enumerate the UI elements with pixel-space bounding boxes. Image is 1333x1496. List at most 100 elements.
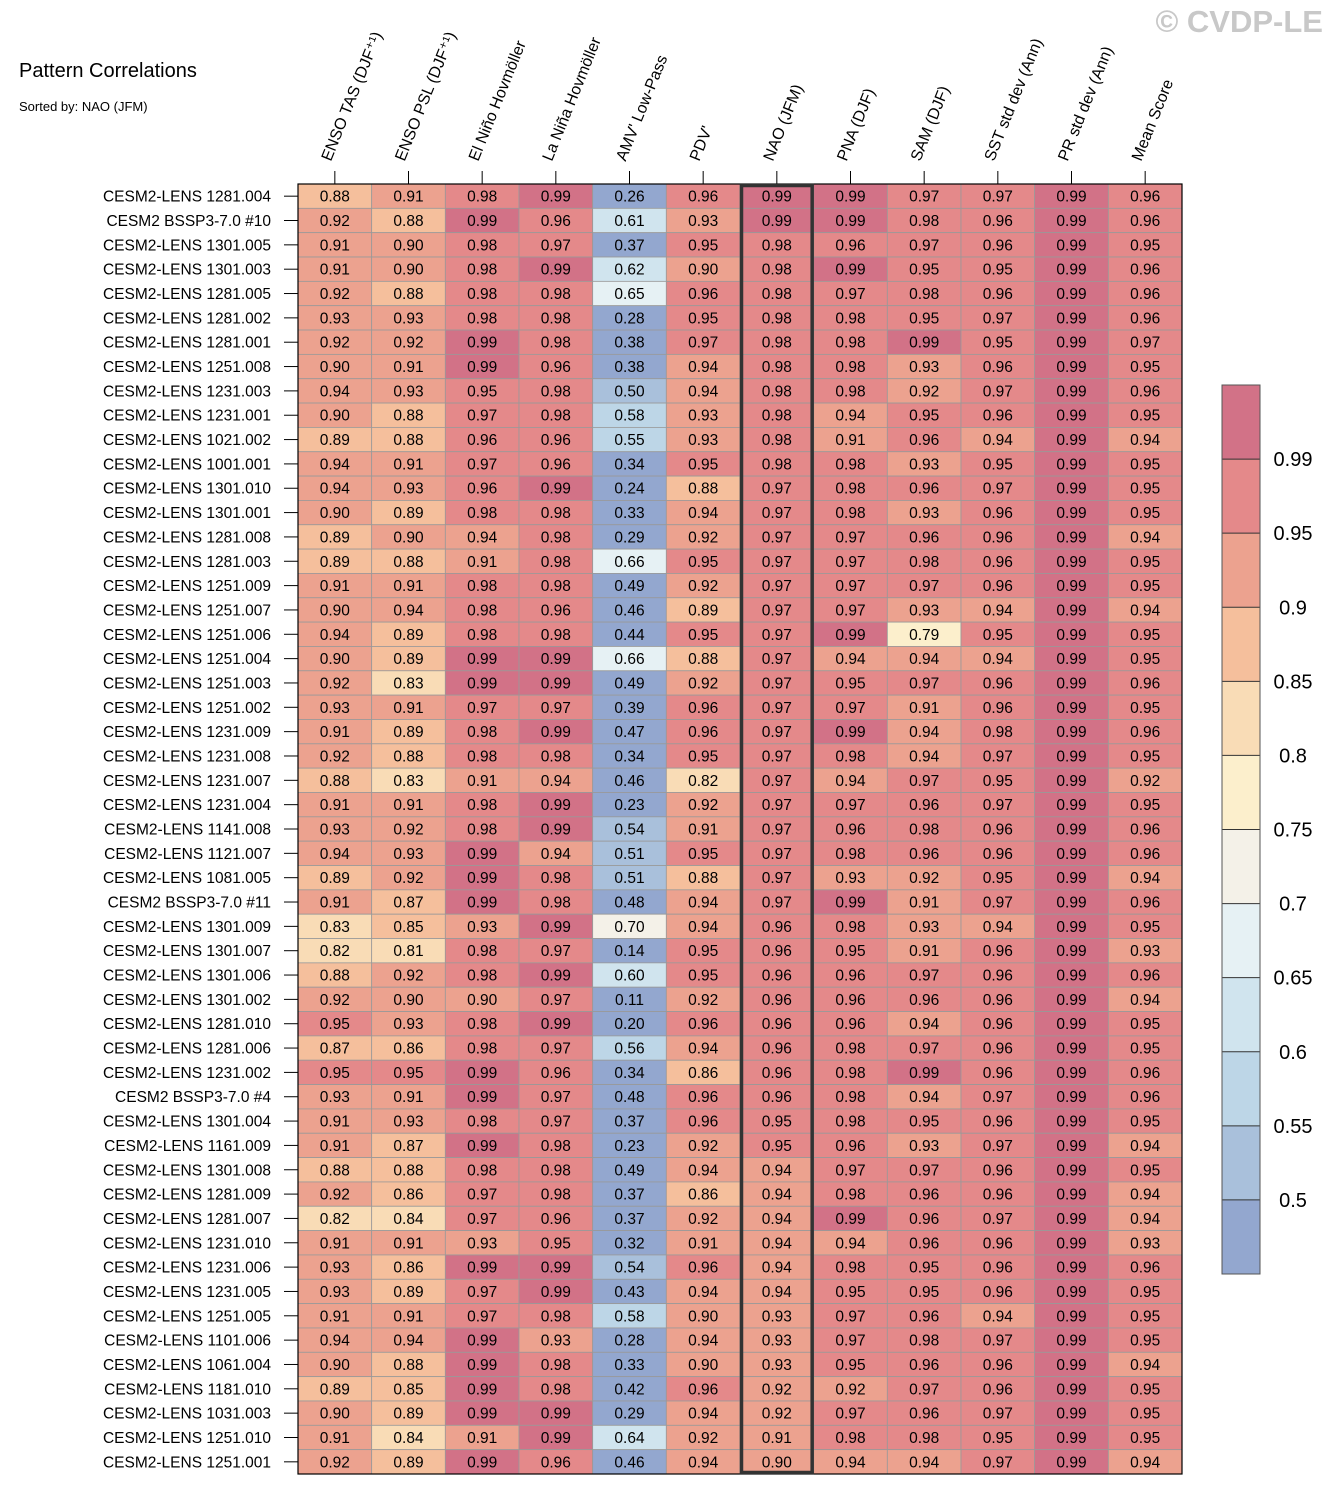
heatmap-cell [1034,1424,1109,1451]
heatmap-cell [592,1424,667,1451]
cell-value-label: 0.99 [1056,262,1086,279]
cell-value-label: 0.97 [835,1406,865,1423]
cell-value-label: 0.98 [541,748,571,765]
heatmap-cell [297,1424,373,1451]
cell-value-label: 0.97 [762,822,792,839]
cell-value-label: 0.99 [467,895,497,912]
row-label: CESM2-LENS 1301.005 [103,237,271,254]
cell-value-label: 0.95 [909,310,939,327]
cell-value-label: 0.95 [1130,408,1160,425]
cell-value-label: 0.96 [983,1162,1013,1179]
cell-value-label: 0.97 [762,651,792,668]
cell-value-label: 0.62 [614,262,644,279]
cell-value-label: 0.96 [909,529,939,546]
heatmap-cell [444,792,520,818]
cell-value-label: 0.91 [688,1235,718,1252]
heatmap-cell [665,743,741,769]
cell-value-label: 0.89 [320,870,350,887]
cell-value-label: 0.90 [688,1308,719,1325]
cell-value-label: 0.86 [393,1187,423,1204]
column-label: NAO (JFM) [761,82,807,163]
cell-value-label: 0.99 [835,1211,865,1228]
cell-value-label: 0.98 [835,919,865,936]
cell-value-label: 0.94 [762,1187,793,1204]
heatmap-cell [1034,670,1109,696]
cell-value-label: 0.96 [983,1235,1013,1252]
cell-value-label: 0.96 [835,1138,865,1155]
cell-value-label: 0.96 [983,846,1013,863]
cell-value-label: 0.94 [688,1406,719,1423]
heatmap-cell [444,816,520,842]
heatmap-cell [518,1181,594,1207]
cell-value-label: 0.96 [983,992,1013,1009]
cell-value-label: 0.98 [467,1041,497,1058]
heatmap-cell [1034,913,1109,939]
cell-value-label: 0.91 [320,578,350,595]
heatmap-cell [444,889,520,915]
cell-value-label: 0.97 [762,481,792,498]
cell-value-label: 0.96 [541,432,571,449]
cell-value-label: 0.94 [983,602,1014,619]
heatmap-cell [886,1449,962,1475]
cell-value-label: 0.98 [467,968,497,985]
row-label: CESM2-LENS 1231.008 [103,748,271,765]
cell-value-label: 0.95 [467,383,497,400]
heatmap-cell [739,1400,815,1426]
heatmap-cell [297,1254,373,1280]
heatmap-cell [518,986,594,1012]
heatmap-cell [518,1278,594,1305]
cell-value-label: 0.94 [393,1333,424,1350]
row-label: CESM2-LENS 1141.008 [104,822,271,839]
colorbar-segment [1222,607,1260,682]
heatmap-cell [444,962,520,988]
heatmap-cell [1107,475,1183,501]
heatmap-cell [592,840,667,866]
cell-value-label: 0.94 [983,1308,1014,1325]
heatmap-cell [739,1132,815,1158]
cell-value-label: 0.96 [762,992,792,1009]
heatmap-cell [297,646,373,672]
heatmap-cell [813,816,888,842]
cell-value-label: 0.95 [1130,1041,1160,1058]
cell-value-label: 0.88 [320,773,350,790]
heatmap-cell [960,694,1036,720]
heatmap-cell [1107,280,1183,307]
cell-value-label: 0.98 [467,262,497,279]
heatmap-cell [886,865,962,891]
heatmap-cell [739,451,815,477]
cell-value-label: 0.98 [835,481,865,498]
cell-value-label: 0.91 [393,189,423,206]
heatmap-cell [886,1132,962,1158]
heatmap-cell [886,451,962,477]
cell-value-label: 0.90 [320,1357,351,1374]
heatmap-cell [665,597,741,623]
cell-value-label: 0.94 [983,432,1014,449]
cell-value-label: 0.34 [614,456,645,473]
cell-value-label: 0.89 [393,505,423,522]
column-label: SST std dev (Ann) [982,36,1047,163]
cell-value-label: 0.88 [393,1357,423,1374]
cell-value-label: 0.98 [762,237,792,254]
cell-value-label: 0.84 [393,1211,424,1228]
cell-value-label: 0.94 [909,1454,940,1471]
cell-value-label: 0.90 [320,602,351,619]
heatmap-cell [371,1424,446,1451]
cell-value-label: 0.89 [688,602,718,619]
cell-value-label: 0.95 [688,846,718,863]
cell-value-label: 0.96 [983,1114,1013,1131]
cell-value-label: 0.98 [762,310,792,327]
cell-value-label: 0.96 [688,189,718,206]
cell-value-label: 0.91 [393,359,423,376]
heatmap-cell [444,1205,520,1232]
cell-value-label: 0.99 [1056,1162,1086,1179]
cell-value-label: 0.95 [909,262,939,279]
heatmap-cell [371,889,446,915]
cell-value-label: 0.95 [1130,578,1160,595]
cell-value-label: 0.98 [467,1114,497,1131]
heatmap-cell [592,743,667,769]
cell-value-label: 0.85 [393,919,423,936]
cell-value-label: 0.95 [1130,1333,1160,1350]
heatmap-cell [371,1059,446,1085]
heatmap-cell [444,694,520,720]
cell-value-label: 0.98 [835,310,865,327]
